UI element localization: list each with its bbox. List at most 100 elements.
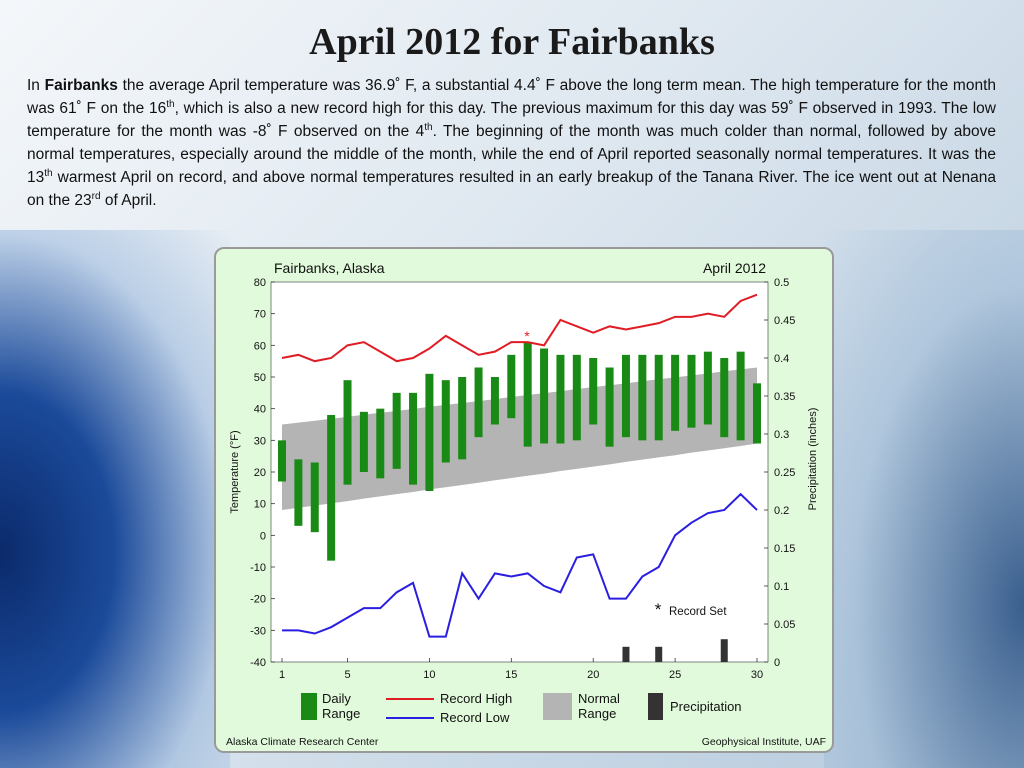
- daily-range-bar-20: [589, 358, 598, 425]
- legend-label-normal-range-line: Normal: [578, 691, 620, 706]
- precip-bar-22: [622, 646, 630, 662]
- para-sup-2: th: [424, 121, 433, 133]
- daily-range-bar-9: [409, 392, 418, 485]
- daily-range-bar-21: [605, 367, 614, 447]
- x-tick-label: 5: [344, 669, 350, 681]
- y2-tick-label: 0.4: [774, 353, 789, 365]
- legend-label-record-low-line: Record Low: [440, 710, 510, 725]
- daily-range-bar-1: [278, 440, 286, 482]
- background-glow-left: [0, 230, 230, 768]
- para-text-6: of April.: [100, 192, 157, 209]
- y2-tick-label: 0.45: [774, 315, 795, 327]
- daily-range-bar-6: [359, 411, 368, 472]
- footer-left: Alaska Climate Research Center: [226, 736, 379, 748]
- climate-chart: 80 70 60 50 40 30 20 10 0 -10 -20 -30 -40 0.5 0.45 0.4 0…: [214, 247, 834, 753]
- daily-range-bar-4: [327, 415, 336, 561]
- daily-range-bar-25: [671, 354, 680, 431]
- daily-range-bar-29: [736, 351, 745, 441]
- para-bold-location: Fairbanks: [44, 77, 118, 94]
- y-tick-label: 70: [254, 309, 266, 321]
- daily-range-bar-10: [425, 373, 434, 491]
- daily-range-bar-24: [654, 354, 663, 441]
- daily-range-bar-18: [556, 354, 565, 444]
- y-tick-label: 50: [254, 372, 266, 384]
- normal-range-band: [282, 367, 757, 510]
- daily-range-bar-13: [474, 367, 483, 438]
- chart-svg: 80706050403020100-10-20-30-400.50.450.40…: [226, 260, 826, 748]
- daily-range-bar-14: [490, 377, 499, 425]
- y2-tick-label: 0.3: [774, 429, 789, 441]
- daily-range-bar-12: [458, 377, 467, 460]
- legend-label-precipitation-line: Precipitation: [670, 699, 742, 714]
- y-tick-label: -10: [250, 562, 266, 574]
- precip-bar-28: [720, 639, 728, 662]
- summary-paragraph: In Fairbanks the average April temperatu…: [27, 74, 996, 212]
- x-tick-label: 1: [279, 669, 285, 681]
- para-text-2: the average April temperature was 36.9˚ …: [27, 77, 996, 117]
- chart-subtitle: April 2012: [703, 260, 766, 276]
- daily-range-bar-16: [523, 342, 532, 447]
- y2-tick-label: 0.05: [774, 619, 795, 631]
- y2-tick-label: 0.1: [774, 581, 789, 593]
- daily-range-bar-28: [720, 358, 729, 438]
- daily-range-bar-2: [294, 459, 303, 526]
- legend-swatch-daily-range: [301, 693, 317, 720]
- y-tick-label: 20: [254, 467, 266, 479]
- y-tick-label: 10: [254, 499, 266, 511]
- daily-range-bar-8: [392, 392, 401, 469]
- y2-tick-label: 0.15: [774, 543, 795, 555]
- x-tick-label: 10: [423, 669, 435, 681]
- y2-tick-label: 0: [774, 657, 780, 669]
- x-tick-label: 30: [751, 669, 763, 681]
- x-tick-label: 15: [505, 669, 517, 681]
- para-sup-3: th: [44, 167, 53, 179]
- legend-label-daily-range-line: Range: [322, 706, 360, 721]
- daily-range-bar-7: [376, 408, 385, 479]
- legend-label-precipitation: Precipitation: [670, 699, 742, 714]
- daily-range-bar-17: [540, 348, 549, 444]
- y2-axis-label: Precipitation (inches): [807, 408, 819, 511]
- daily-range-bar-19: [572, 354, 581, 441]
- legend-label-daily-range-line: Daily: [322, 691, 351, 706]
- y-tick-label: 80: [254, 277, 266, 289]
- daily-range-bar-15: [507, 354, 516, 419]
- y-tick-label: -40: [250, 657, 266, 669]
- record-set-note-marker: *: [655, 600, 662, 619]
- legend-label-normal-range: Normal Range: [578, 691, 620, 721]
- record-set-note: Record Set: [669, 606, 727, 618]
- background-glow-right: [824, 230, 1024, 768]
- daily-range-bar-3: [310, 462, 319, 533]
- legend-label-normal-range-line: Range: [578, 706, 616, 721]
- x-tick-label: 20: [587, 669, 599, 681]
- y-tick-label: 30: [254, 435, 266, 447]
- legend-swatch-normal-range: [543, 693, 572, 720]
- record-high-line: [281, 293, 758, 363]
- legend-label-record-high: Record High: [440, 691, 512, 706]
- slide-title: April 2012 for Fairbanks: [309, 21, 715, 63]
- legend-swatch-precipitation: [648, 693, 663, 720]
- chart-title: Fairbanks, Alaska: [274, 260, 385, 276]
- daily-range-bar-5: [343, 380, 352, 485]
- para-text-1: In: [27, 77, 45, 94]
- record-low-line: [282, 492, 758, 638]
- y-tick-label: 40: [254, 404, 266, 416]
- y2-tick-label: 0.5: [774, 277, 789, 289]
- daily-range-bar-22: [621, 354, 630, 438]
- record-set-marker: *: [524, 328, 530, 344]
- para-text-5: warmest April on record, and above norma…: [27, 169, 996, 209]
- y2-tick-label: 0.35: [774, 391, 795, 403]
- daily-range-bar-26: [687, 354, 696, 428]
- daily-range-bar-30: [753, 383, 761, 444]
- legend-label-daily-range: Daily Range: [322, 691, 360, 721]
- y-tick-label: -30: [250, 625, 266, 637]
- y-tick-label: 60: [254, 340, 266, 352]
- footer-right: Geophysical Institute, UAF: [702, 736, 826, 748]
- y2-tick-label: 0.25: [774, 467, 795, 479]
- x-tick-label: 25: [669, 669, 681, 681]
- para-text-3: , which is also a new record high for th…: [27, 100, 996, 140]
- y-axis-label: Temperature (°F): [229, 430, 241, 513]
- precip-bar-24: [655, 646, 663, 662]
- para-sup-4: rd: [91, 190, 101, 202]
- para-sup-1: th: [166, 98, 175, 110]
- legend-label-record-high-line: Record High: [440, 691, 512, 706]
